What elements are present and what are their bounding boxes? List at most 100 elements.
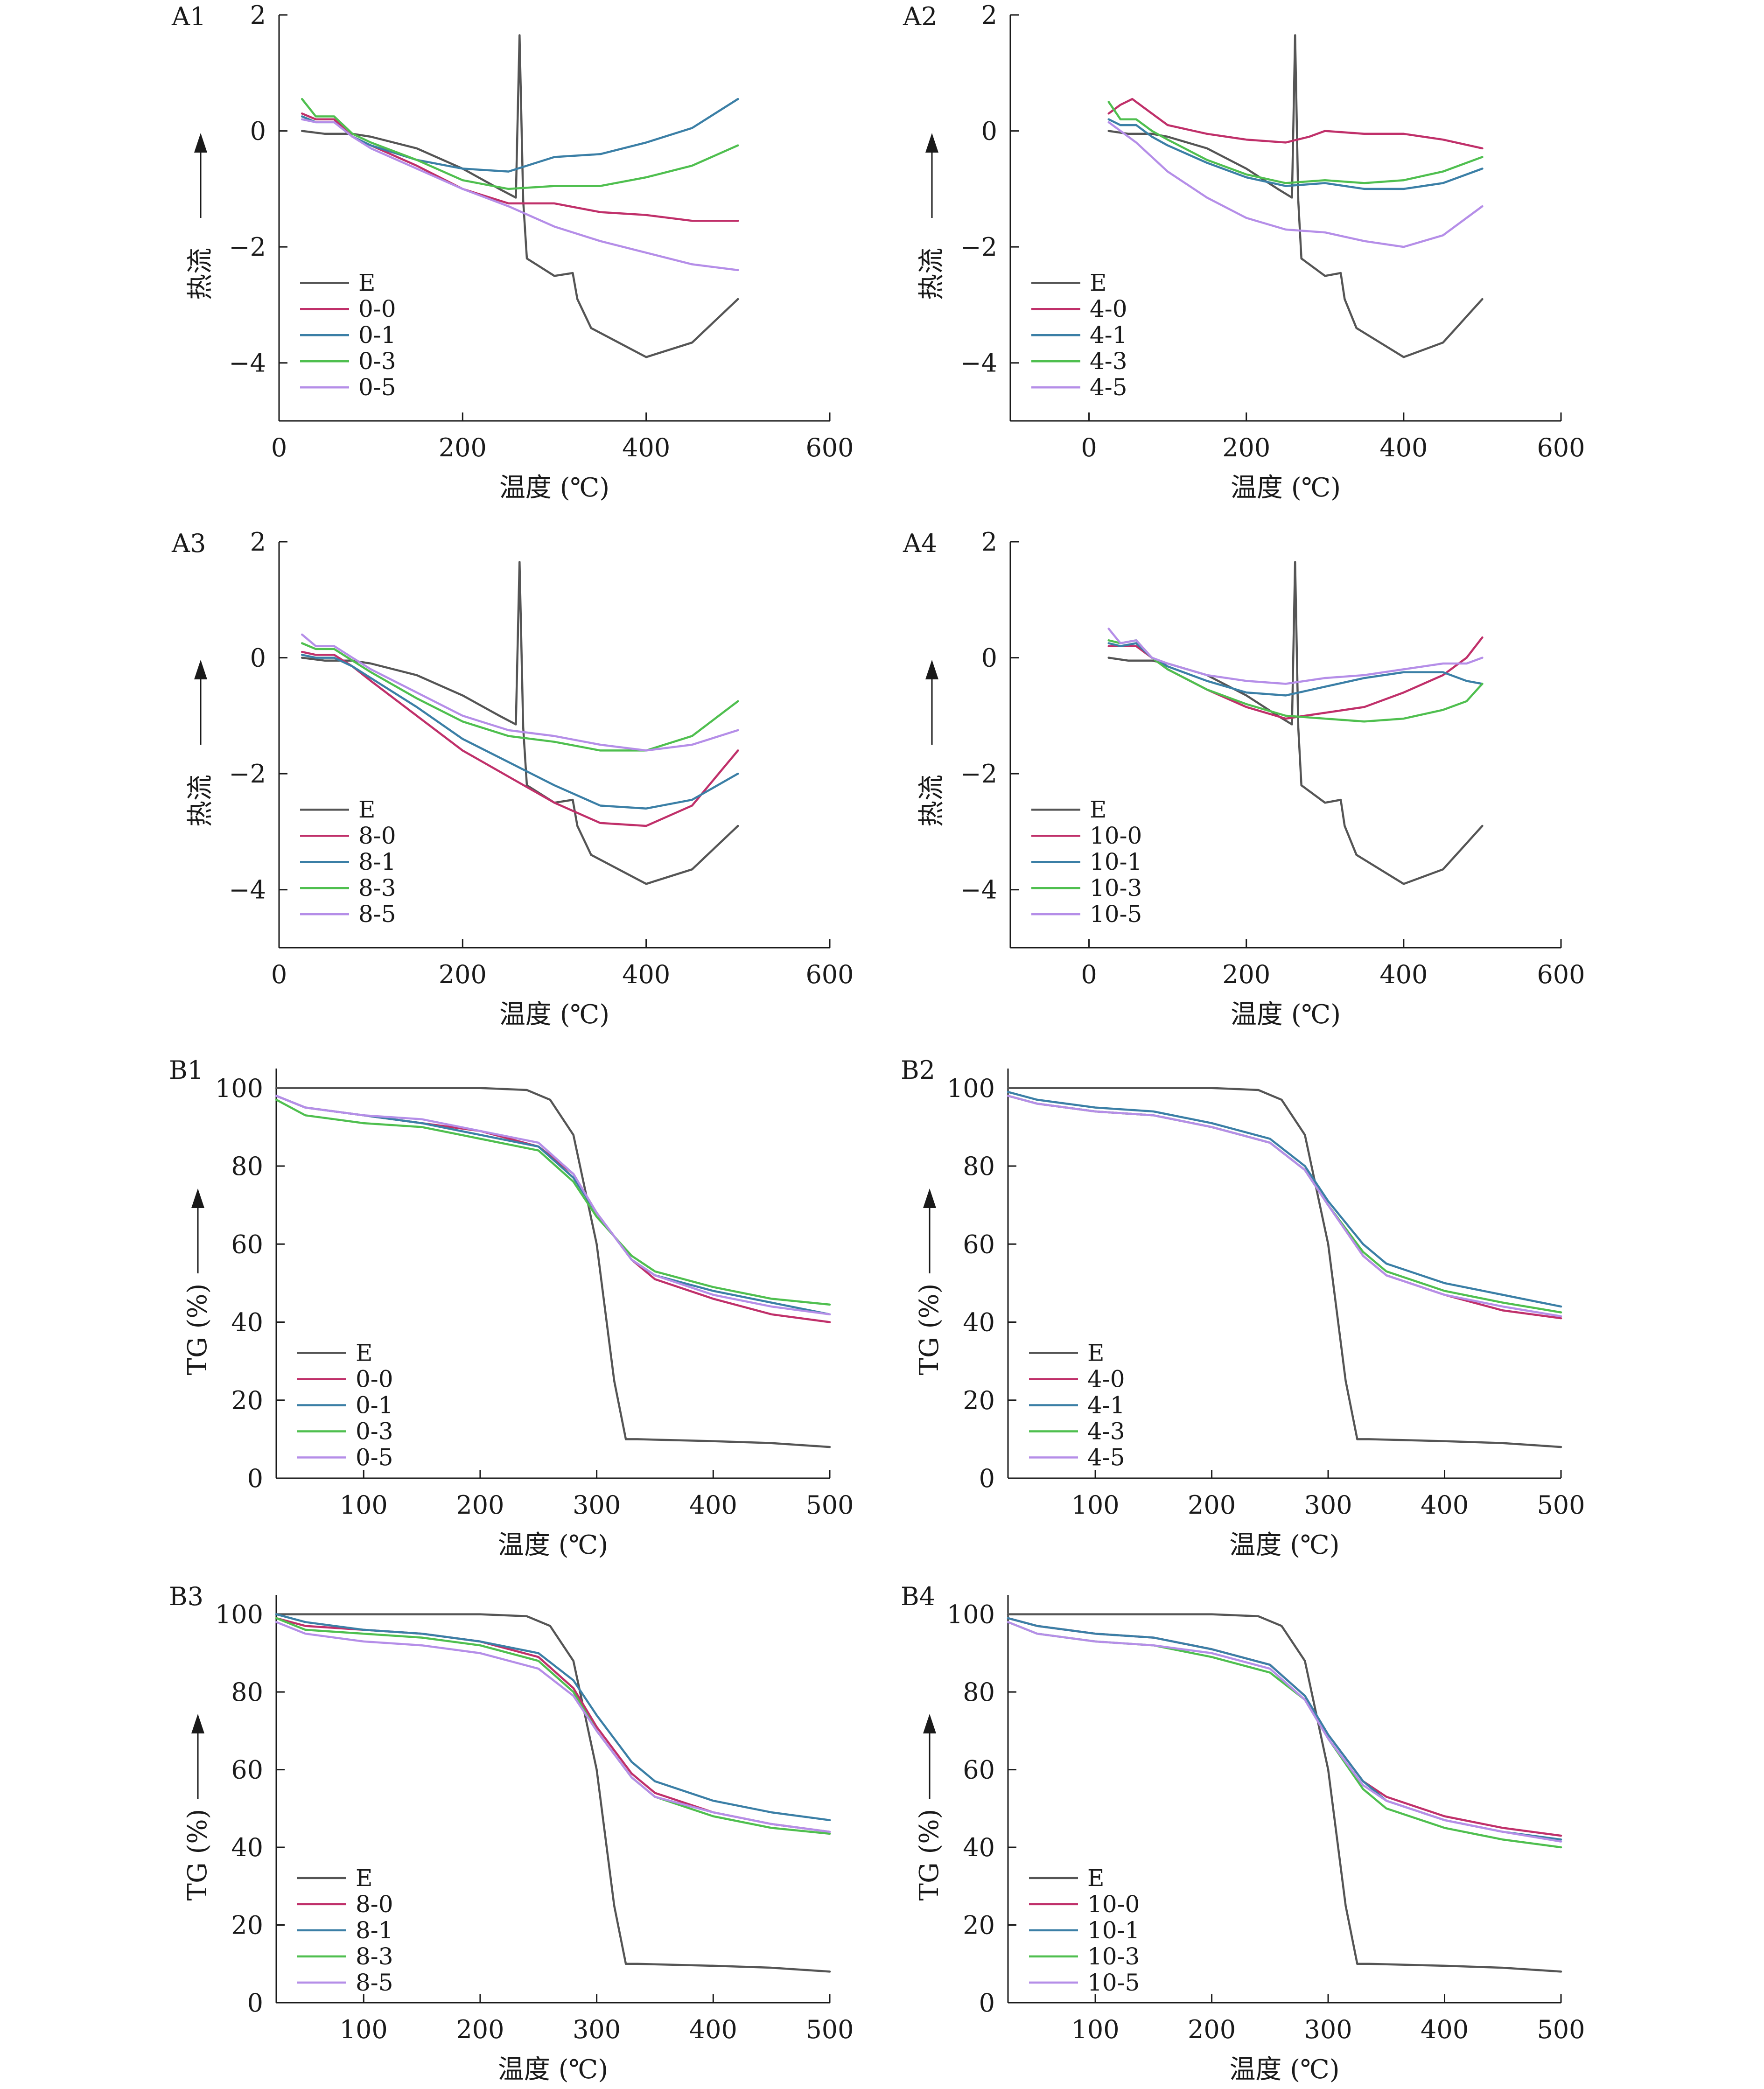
x-tick-label: 400 [622,960,670,989]
x-tick-label: 500 [1537,1490,1585,1520]
y-axis-title: 热流 [917,775,947,827]
series-line-0-1 [275,1095,831,1316]
arrow-head-icon [191,1188,204,1208]
x-tick-label: 500 [805,1490,854,1520]
legend-label: 10-3 [1087,1943,1140,1970]
y-tick-label: 60 [231,1755,263,1785]
legend-label: 10-5 [1087,1969,1140,1996]
y-tick-label: −4 [229,875,266,905]
y-tick-label: 80 [231,1677,263,1707]
x-tick-label: 500 [1537,2015,1585,2044]
series-line-E [1107,34,1484,358]
panel-b3: B3 100 200 300 400 500 0 20 40 60 80 100 温度 (℃) TG (%… [169,1582,854,2085]
legend-label: E [358,796,376,823]
panel-a1: A1 0 200 400 600 −4 −2 0 2 温度 (℃) 热流 E0-00-10-30-5 [171,0,854,503]
y-axis-title: TG (%) [914,1284,945,1376]
series-line-4-3 [1107,101,1484,184]
legend-label: 0-5 [358,374,396,401]
x-tick-label: 0 [1081,960,1097,989]
y-tick-label: 2 [250,0,266,30]
y-tick-label: 40 [963,1308,995,1337]
x-tick-label: 100 [1071,1490,1120,1520]
legend-label: E [358,269,376,296]
series-line-E [1007,1613,1562,1973]
legend-label: 10-0 [1087,1891,1140,1918]
arrow-head-icon [194,133,207,153]
legend-label: 4-3 [1090,348,1127,375]
series-line-8-5 [301,633,739,752]
legend-label: 8-5 [356,1969,393,1996]
x-tick-label: 600 [805,960,854,989]
y-tick-label: 20 [231,1386,263,1415]
series-line-0-3 [275,1098,831,1306]
series-line-E [301,34,739,358]
series-line-E [1007,1087,1562,1448]
legend-label: E [356,1865,373,1892]
series-line-4-0 [1107,98,1484,150]
x-tick-label: 600 [805,433,854,462]
series-line-8-5 [275,1621,831,1833]
x-axis-title: 温度 (℃) [498,1530,608,1560]
series-line-8-1 [301,654,739,810]
y-axis-title: 热流 [185,248,216,300]
x-axis-title: 温度 (℃) [1231,473,1341,503]
series-line-0-3 [301,98,739,190]
y-tick-label: 2 [981,0,997,30]
series-line-8-3 [301,642,739,752]
legend-label: 4-5 [1090,374,1127,401]
y-tick-label: 20 [963,1386,995,1415]
y-tick-label: 0 [979,1988,995,2018]
panel-label: A2 [903,2,937,31]
series-line-0-0 [275,1095,831,1323]
series-line-10-5 [1007,1621,1562,1843]
x-tick-label: 200 [456,1490,504,1520]
y-tick-label: −4 [960,349,997,378]
panel-label: A3 [171,529,206,558]
y-tick-label: 100 [215,1600,263,1629]
series-line-E [275,1087,831,1448]
legend-label: 4-0 [1090,295,1127,322]
x-tick-label: 400 [1421,1490,1469,1520]
y-tick-label: −2 [229,759,266,789]
series-line-4-3 [1007,1095,1562,1313]
x-tick-label: 400 [1379,960,1428,989]
series-line-0-5 [275,1095,831,1316]
y-tick-label: 20 [963,1911,995,1940]
series-line-0-5 [301,118,739,272]
legend-label: 0-5 [356,1444,393,1471]
x-tick-label: 400 [1421,2015,1469,2044]
panel-label: B4 [901,1582,935,1611]
x-tick-label: 200 [1222,960,1270,989]
legend-label: 0-0 [358,295,396,322]
arrow-head-icon [925,133,938,153]
series-line-8-1 [275,1613,831,1822]
x-tick-label: 0 [271,433,287,462]
x-tick-label: 200 [456,2015,504,2044]
legend-label: 10-3 [1090,874,1142,901]
series-line-4-1 [1007,1090,1562,1308]
series-line-4-1 [1107,118,1484,190]
x-tick-label: 400 [689,2015,737,2044]
y-tick-label: 80 [231,1152,263,1181]
x-tick-label: 200 [1188,1490,1236,1520]
x-tick-label: 500 [805,2015,854,2044]
y-axis-title: 热流 [917,248,947,300]
legend-label: 8-1 [358,848,396,875]
x-axis-title: 温度 (℃) [1231,999,1341,1030]
x-tick-label: 300 [573,1490,621,1520]
y-tick-label: 40 [231,1833,263,1862]
y-tick-label: 100 [947,1600,995,1629]
y-tick-label: −4 [229,349,266,378]
y-tick-label: 2 [981,527,997,557]
series-line-10-3 [1007,1621,1562,1849]
legend-label: 8-5 [358,901,396,928]
series-line-E [275,1613,831,1973]
x-tick-label: 300 [1304,1490,1352,1520]
panel-label: B1 [169,1055,203,1085]
legend-label: E [1090,269,1107,296]
y-tick-label: 0 [250,643,266,673]
y-tick-label: 0 [981,643,997,673]
y-axis-title: TG (%) [182,1284,213,1376]
x-tick-label: 200 [439,433,487,462]
